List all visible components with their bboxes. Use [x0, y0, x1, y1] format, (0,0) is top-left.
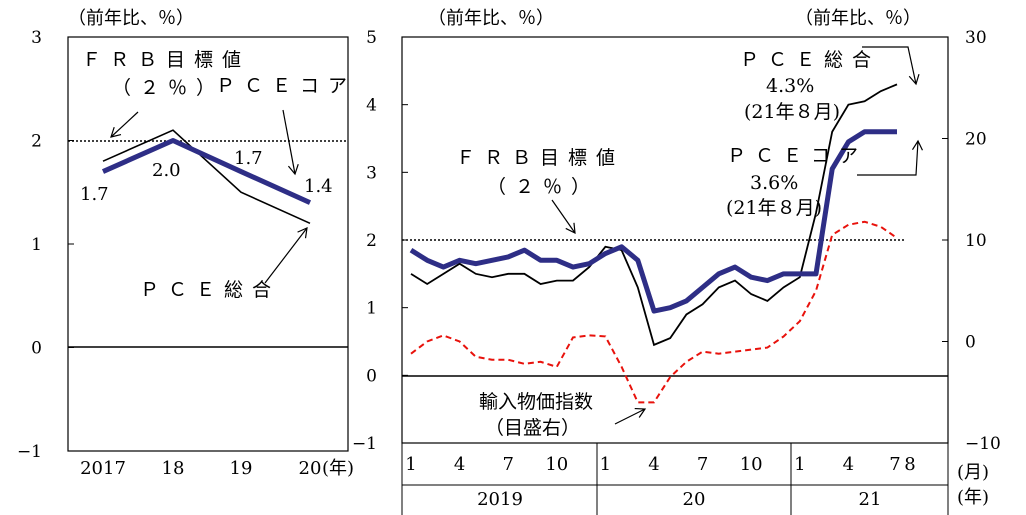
right-right-y-tick-label: 30 [965, 28, 987, 48]
total-annotation-arrow [862, 46, 920, 86]
left-y-tick-label: 2 [31, 132, 42, 152]
left-y-tick-label: −1 [17, 442, 42, 462]
core-annotation-date: (21年８月) [726, 197, 822, 219]
right-year-labels: 2019 20 21 [477, 489, 881, 510]
left-target-arrow [110, 111, 139, 138]
right-right-y-tick-label: 0 [965, 333, 976, 353]
right-year-unit: (年) [957, 487, 989, 508]
left-panel: （前年比、％） 3 2 1 0 −1 1.7 2.0 1.7 1.4 2017 18 19 20 (… [17, 8, 356, 479]
right-year-label: 21 [859, 489, 882, 510]
right-target-arrow [551, 199, 576, 235]
right-right-y-tick-label: −10 [965, 434, 1001, 454]
import-price-label: 輸入物価指数 [479, 391, 593, 413]
left-y-tick-label: 0 [31, 339, 42, 359]
right-series-core-line [409, 129, 897, 314]
right-month-tick-label: 1 [405, 454, 416, 475]
core-annotation-value: 3.6% [750, 172, 798, 194]
right-y-axis-left: 5 4 3 2 1 0 −1 [352, 28, 408, 454]
left-total-label: ＰＣＥ総合 [140, 279, 280, 301]
right-month-tick-label: 4 [454, 454, 465, 475]
right-x-axis [401, 443, 949, 515]
left-core-data-label: 1.7 [234, 148, 263, 169]
right-series [409, 83, 898, 404]
left-x-tick-label: 18 [162, 458, 185, 479]
right-right-unit-label: （前年比、％） [795, 8, 921, 29]
total-annotation-value: 4.3% [766, 75, 814, 97]
right-right-y-tick-label: 20 [965, 130, 987, 150]
right-target-label: ＦＲＢ目標値 [456, 147, 624, 169]
right-right-y-tick-label: 10 [965, 231, 987, 251]
right-year-label: 20 [683, 489, 706, 510]
left-y-tick-label: 1 [31, 235, 42, 255]
right-left-y-tick-label: −1 [352, 434, 377, 454]
right-month-unit: (月) [957, 462, 989, 483]
right-month-tick-label: 10 [545, 454, 568, 475]
right-month-ticks: 1 4 7 10 1 4 7 10 1 4 7 8 [405, 454, 915, 475]
right-series-import-price-line [410, 220, 898, 404]
left-core-label: ＰＣＥコア [216, 75, 356, 97]
right-target-sub: （２％） [487, 176, 599, 198]
core-annotation-arrow [857, 139, 924, 176]
right-month-tick-label: 7 [502, 454, 513, 475]
left-series [101, 129, 312, 225]
left-x-unit: (年) [322, 458, 354, 479]
left-target-label: ＦＲＢ目標値 [82, 49, 250, 71]
left-total-arrow [264, 227, 308, 284]
left-data-labels: 1.7 2.0 1.7 1.4 [80, 148, 333, 205]
left-x-tick-label: 20 [299, 458, 322, 479]
right-month-tick-label: 7 [697, 454, 708, 475]
right-month-tick-label: 1 [794, 454, 805, 475]
right-month-tick-label: 7 [889, 454, 900, 475]
right-year-label: 2019 [477, 489, 523, 510]
right-left-unit-label: （前年比、％） [428, 8, 554, 29]
left-y-axis: 3 2 1 0 −1 [17, 28, 74, 462]
left-unit-label: （前年比、％） [68, 8, 194, 29]
left-plot-frame [67, 36, 349, 452]
import-price-sub: （目盛右） [485, 417, 580, 439]
left-x-tick-label: 19 [230, 458, 253, 479]
right-month-tick-label: 10 [740, 454, 763, 475]
right-month-tick-label: 4 [648, 454, 659, 475]
left-series-core-line [101, 138, 312, 205]
left-core-arrow [282, 109, 299, 176]
right-month-tick-label: 4 [843, 454, 854, 475]
right-left-y-tick-label: 1 [366, 299, 377, 319]
left-target-sub: （２％） [112, 77, 224, 99]
left-core-data-label: 2.0 [152, 160, 181, 181]
right-month-tick-label: 1 [600, 454, 611, 475]
left-x-tick-label: 2017 [80, 458, 126, 479]
right-left-y-tick-label: 0 [366, 366, 377, 386]
total-annotation-label: ＰＣＥ総合 [740, 49, 880, 71]
left-x-axis: 2017 18 19 20 [80, 458, 321, 479]
left-core-data-label: 1.4 [304, 176, 333, 197]
left-series-total-line [102, 129, 311, 225]
right-left-y-tick-label: 4 [366, 96, 377, 116]
right-left-y-tick-label: 2 [366, 231, 377, 251]
right-left-y-tick-label: 3 [366, 163, 377, 183]
right-y-axis-right: 30 20 10 0 −10 [942, 28, 1001, 454]
left-core-data-label: 1.7 [80, 184, 109, 205]
right-left-y-tick-label: 5 [366, 28, 377, 48]
right-series-total-line [410, 83, 898, 347]
core-annotation-label: ＰＣＥコア [727, 145, 867, 167]
left-y-tick-label: 3 [31, 28, 42, 48]
import-price-arrow [614, 407, 647, 425]
right-month-tick-label: 8 [904, 454, 915, 475]
total-annotation-date: (21年８月) [744, 101, 840, 123]
